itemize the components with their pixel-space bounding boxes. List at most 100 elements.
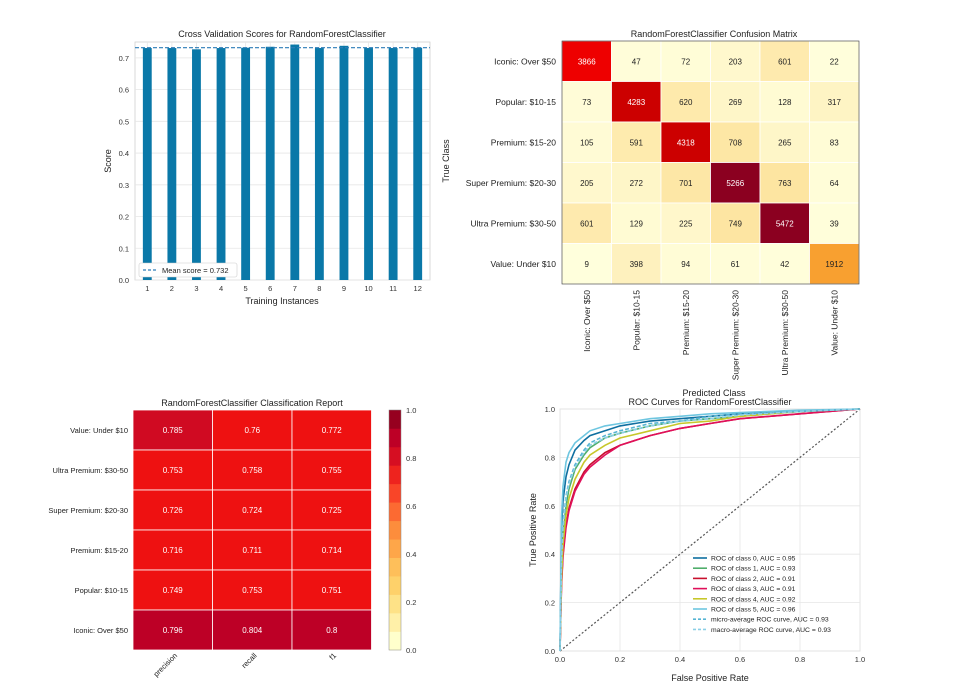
cm-cell-value: 601 <box>778 57 792 66</box>
cr-row-label: Popular: $10-15 <box>75 586 128 595</box>
cr-colorbar-tick-label: 0.2 <box>406 598 416 607</box>
cr-cell <box>291 409 372 451</box>
cm-col-label: Value: Under $10 <box>829 290 839 356</box>
cm-cell-value: 620 <box>679 98 693 107</box>
cv-x-tick-label: 4 <box>219 284 223 293</box>
cv-bar <box>339 45 349 280</box>
roc-y-tick-label: 0.0 <box>545 647 555 656</box>
roc-x-tick-label: 0.0 <box>555 655 565 664</box>
cv-x-tick-label: 2 <box>170 284 174 293</box>
cm-col-label: Ultra Premium: $30-50 <box>780 290 790 376</box>
cm-row-labels: Iconic: Over $50 Popular: $10-15 Premium: … <box>466 56 557 269</box>
cv-x-tick-label: 3 <box>194 284 198 293</box>
cr-cell <box>212 529 293 571</box>
cm-title: RandomForestClassifier Confusion Matrix <box>631 29 798 39</box>
cm-cell <box>611 243 662 285</box>
roc-curves <box>559 408 861 652</box>
cr-colorbar-segment <box>389 631 401 651</box>
cm-cell-value: 398 <box>630 260 644 269</box>
cm-cell <box>660 202 711 244</box>
cr-cell-value: 0.804 <box>242 626 263 635</box>
cr-cell <box>132 489 213 531</box>
cr-cell-value: 0.785 <box>163 426 184 435</box>
cm-cell <box>611 121 662 163</box>
cm-cell <box>611 81 662 123</box>
cm-cell-value: 591 <box>630 138 644 147</box>
roc-y-label: True Positive Rate <box>528 493 538 567</box>
cr-cell-value: 0.716 <box>163 546 184 555</box>
cr-colorbar-segment <box>389 483 401 503</box>
cv-y-tick-label: 0.7 <box>119 54 129 63</box>
cr-colorbar-segment <box>389 428 401 448</box>
cm-cell <box>809 40 860 82</box>
cm-cell-value: 272 <box>630 179 644 188</box>
cm-cell <box>809 243 860 285</box>
cv-x-tick-label: 8 <box>317 284 321 293</box>
roc-y-tick-label: 0.8 <box>545 453 555 462</box>
cm-cell-value: 42 <box>780 260 789 269</box>
cr-colorbar <box>388 409 402 651</box>
cv-bar <box>364 48 373 281</box>
roc-curve <box>559 408 861 652</box>
cm-cell <box>710 121 761 163</box>
roc-gridlines <box>559 408 861 652</box>
roc-curve <box>559 408 861 652</box>
cr-colorbar-tick-label: 1.0 <box>406 406 416 415</box>
cv-plot-area <box>134 41 431 281</box>
cm-cell <box>809 81 860 123</box>
cr-cell-value: 0.753 <box>163 466 184 475</box>
cm-cell-value: 72 <box>681 57 690 66</box>
roc-legend-label: macro-average ROC curve, AUC = 0.93 <box>711 627 831 634</box>
cr-colorbar-tick-label: 0.6 <box>406 502 416 511</box>
cr-col-label: f1 <box>327 651 338 662</box>
cv-x-tick-label: 9 <box>342 284 346 293</box>
cr-row-label: Ultra Premium: $30-50 <box>53 466 128 475</box>
roc-legend-label: micro-average ROC curve, AUC = 0.93 <box>711 617 829 624</box>
cr-colorbar-segment <box>389 576 401 595</box>
cr-col-labels: precision recall f1 <box>152 651 339 679</box>
roc-y-tick-label: 0.2 <box>545 599 555 608</box>
cv-y-tick-label: 0.2 <box>119 213 129 222</box>
cm-cell-value: 601 <box>580 219 594 228</box>
cr-cell-value: 0.751 <box>322 586 343 595</box>
cv-x-tick-label: 6 <box>268 284 272 293</box>
cv-x-ticks: 1 2 3 4 5 6 7 8 9 10 11 12 <box>145 284 422 293</box>
cm-cell-value: 22 <box>830 57 839 66</box>
roc-y-tick-label: 1.0 <box>545 405 555 414</box>
confusion-matrix-chart: RandomForestClassifier Confusion Matrix … <box>441 29 860 398</box>
cm-row-label: Iconic: Over $50 <box>494 56 556 66</box>
cv-y-tick-label: 0.1 <box>119 244 129 253</box>
cr-cell <box>132 449 213 491</box>
roc-x-tick-label: 0.6 <box>735 655 745 664</box>
cr-colorbar-segment <box>389 594 401 614</box>
roc-y-tick-label: 0.6 <box>545 502 555 511</box>
cm-cell-value: 4283 <box>627 98 645 107</box>
cm-y-label: True Class <box>441 139 451 183</box>
cr-cell <box>132 569 213 611</box>
roc-legend-label: ROC of class 0, AUC = 0.95 <box>711 556 796 563</box>
cm-cell-value: 225 <box>679 219 693 228</box>
cm-row-label: Super Premium: $20-30 <box>466 178 557 188</box>
cr-row-labels: Value: Under $10 Ultra Premium: $30-50 Sup… <box>48 426 128 635</box>
cr-colorbar-segment <box>389 502 401 522</box>
cv-y-tick-label: 0.0 <box>119 276 129 285</box>
roc-legend-label: ROC of class 2, AUC = 0.91 <box>711 576 796 583</box>
cr-colorbar-ticks: 0.0 0.2 0.4 0.6 0.8 1.0 <box>406 406 416 655</box>
cm-cell-value: 61 <box>731 260 740 269</box>
cv-bars <box>142 44 423 281</box>
cm-cell-value: 83 <box>830 138 839 147</box>
cr-cell <box>132 609 213 651</box>
cr-cell <box>212 409 293 451</box>
roc-legend-label: ROC of class 1, AUC = 0.93 <box>711 566 796 573</box>
cv-y-tick-label: 0.5 <box>119 117 129 126</box>
cr-row-label: Value: Under $10 <box>70 426 128 435</box>
cm-cell-value: 701 <box>679 179 693 188</box>
cm-row-label: Popular: $10-15 <box>496 97 557 107</box>
cv-x-tick-label: 12 <box>414 284 422 293</box>
cm-col-label: Premium: $15-20 <box>681 290 691 355</box>
roc-curves-chart: ROC Curves for RandomForestClassifier 0.… <box>528 397 865 683</box>
cm-cell-value: 317 <box>828 98 842 107</box>
cm-cell <box>710 243 761 285</box>
cm-cell-value: 3866 <box>578 57 596 66</box>
